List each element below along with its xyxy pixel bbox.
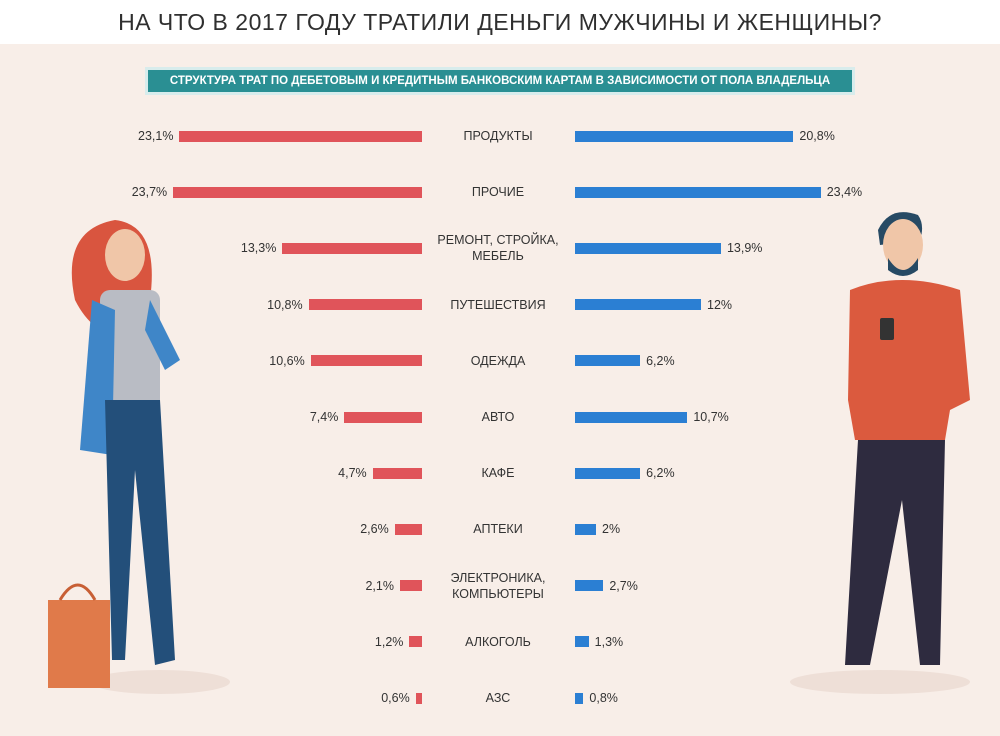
bar	[575, 355, 641, 367]
value-label: 2%	[602, 522, 621, 537]
value-label: 2,6%	[360, 522, 389, 537]
bar	[409, 636, 422, 648]
value-label: 23,7%	[131, 185, 168, 200]
value-label: 2,1%	[365, 578, 394, 593]
bar	[575, 299, 701, 311]
category-label: ПРОДУКТЫ	[463, 129, 533, 143]
value-label: 13,9%	[726, 241, 763, 256]
bar	[310, 355, 422, 367]
category-label: ПУТЕШЕСТВИЯ	[450, 297, 546, 312]
bar	[575, 130, 794, 142]
bar	[394, 523, 422, 535]
value-label: 1,2%	[374, 634, 404, 649]
bar	[399, 580, 422, 592]
category-label: КАФЕ	[481, 466, 515, 481]
value-label: 6,2%	[646, 466, 675, 481]
bar	[575, 580, 604, 592]
category-label: РЕМОНТ, СТРОЙКА, МЕБЕЛЬ	[437, 233, 559, 264]
bar	[575, 242, 721, 254]
category-label: ОДЕЖДА	[470, 353, 526, 368]
category-label: АЛКОГОЛЬ	[465, 634, 531, 649]
bar	[173, 186, 422, 198]
bar	[308, 299, 422, 311]
value-label: 2,7%	[609, 578, 638, 593]
value-label: 13,3%	[240, 241, 277, 256]
bar	[575, 411, 688, 423]
bar	[282, 242, 422, 254]
bar	[344, 411, 422, 423]
value-label: 10,6%	[269, 353, 305, 368]
value-label: 0,6%	[381, 691, 410, 705]
value-label: 23,4%	[826, 185, 863, 200]
bar	[179, 130, 422, 142]
value-label: 6,2%	[646, 353, 675, 368]
value-label: 4,7%	[338, 466, 367, 481]
bar	[575, 523, 596, 535]
value-label: 12%	[707, 297, 733, 312]
value-label: 7,4%	[309, 410, 339, 424]
value-label: 23,1%	[138, 129, 174, 143]
category-label: ПРОЧИЕ	[471, 185, 525, 200]
category-label: АПТЕКИ	[473, 522, 523, 537]
subtitle: СТРУКТУРА ТРАТ ПО ДЕБЕТОВЫМ И КРЕДИТНЫМ …	[145, 67, 855, 95]
value-label: 10,7%	[693, 410, 729, 424]
value-label: 0,8%	[589, 691, 618, 705]
value-label: 20,8%	[799, 129, 835, 143]
bar	[415, 692, 422, 704]
category-label: АЗС	[485, 691, 511, 705]
bar	[575, 186, 821, 198]
title: НА ЧТО В 2017 ГОДУ ТРАТИЛИ ДЕНЬГИ МУЖЧИН…	[0, 0, 1000, 44]
category-label: ЭЛЕКТРОНИКА, КОМПЬЮТЕРЫ	[450, 570, 546, 601]
bar	[372, 467, 422, 479]
value-label: 10,8%	[267, 297, 303, 312]
category-label: АВТО	[481, 410, 515, 424]
bar	[575, 467, 641, 479]
bar	[575, 636, 589, 648]
value-label: 1,3%	[594, 634, 624, 649]
bar	[575, 692, 584, 704]
